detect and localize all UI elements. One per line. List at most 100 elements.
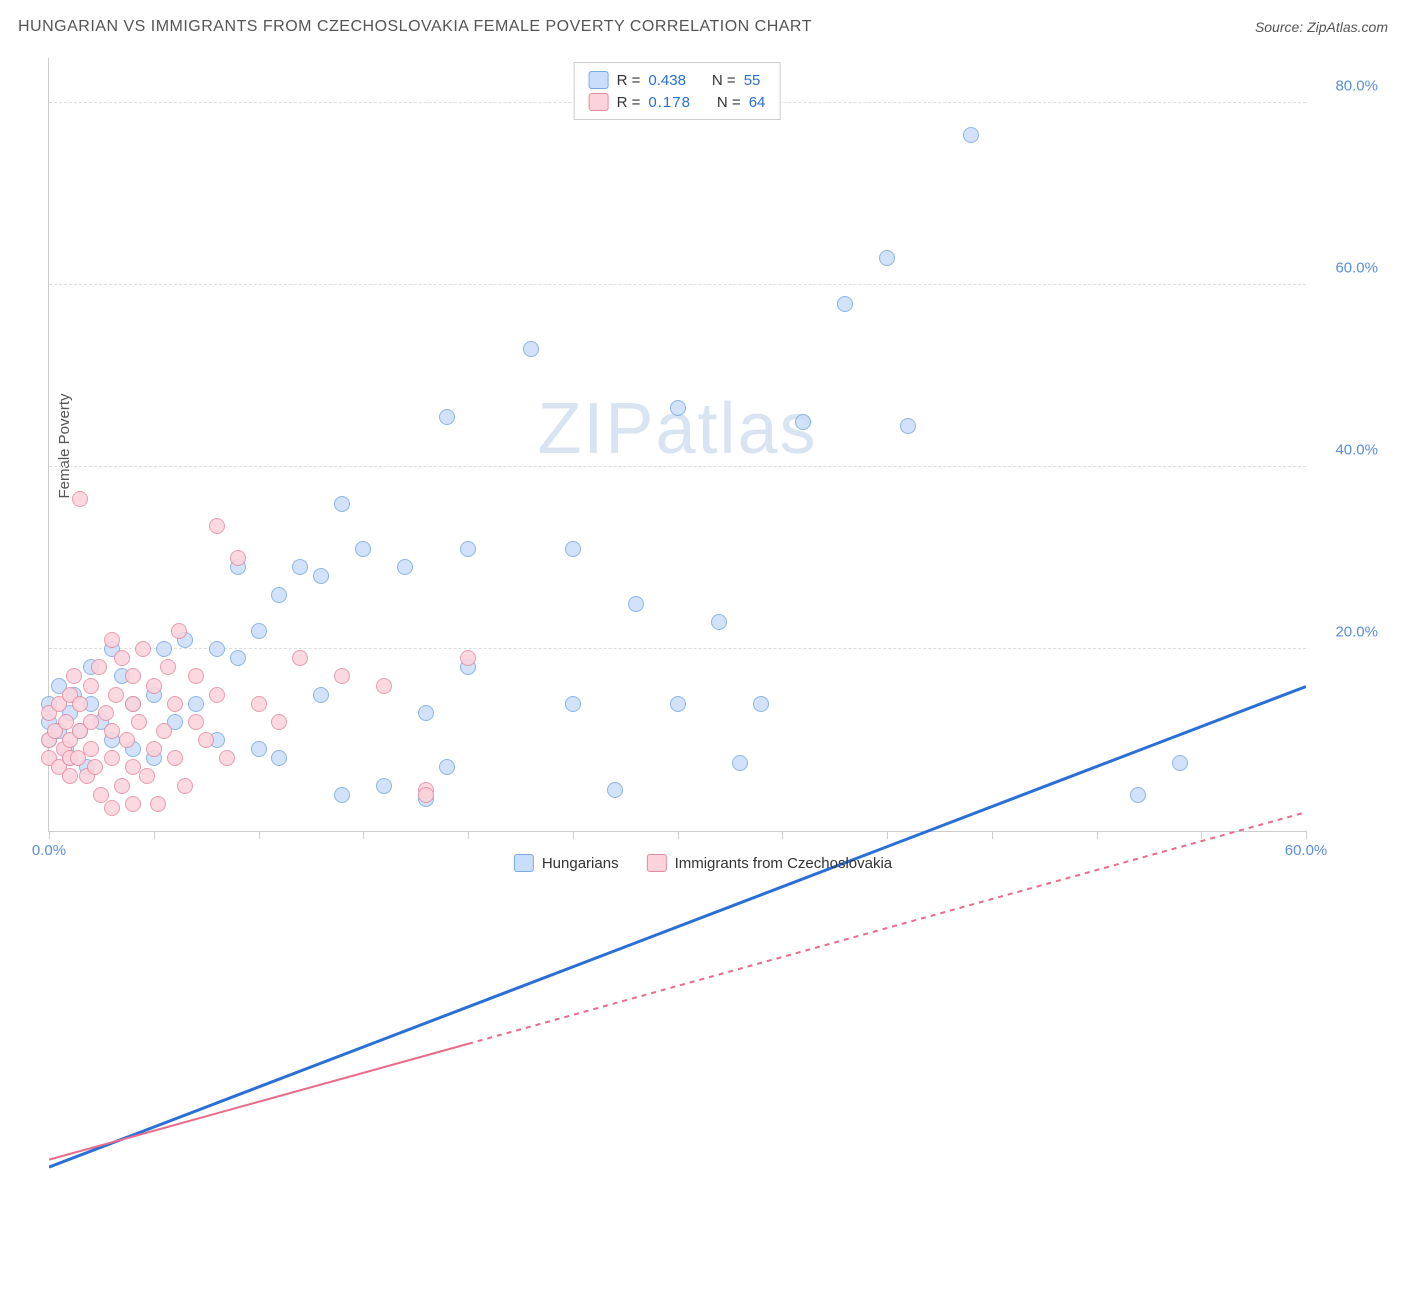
data-point-czech <box>83 741 99 757</box>
data-point-czech <box>188 668 204 684</box>
data-point-czech <box>198 732 214 748</box>
data-point-czech <box>104 750 120 766</box>
swatch-hungarians <box>589 71 609 89</box>
data-point-czech <box>58 714 74 730</box>
n-value-czech: 64 <box>749 94 766 111</box>
n-value-hungarians: 55 <box>744 72 761 89</box>
data-point-czech <box>114 650 130 666</box>
data-point-czech <box>87 759 103 775</box>
data-point-czech <box>104 723 120 739</box>
data-point-czech <box>119 732 135 748</box>
data-point-czech <box>146 741 162 757</box>
data-point-hungarians <box>334 496 350 512</box>
x-tick-label: 60.0% <box>1285 842 1328 859</box>
data-point-czech <box>62 768 78 784</box>
data-point-czech <box>114 778 130 794</box>
chart-title: HUNGARIAN VS IMMIGRANTS FROM CZECHOSLOVA… <box>18 18 812 36</box>
data-point-czech <box>376 678 392 694</box>
legend-row-hungarians: R = 0.438 N = 55 <box>589 69 766 91</box>
data-point-czech <box>93 787 109 803</box>
swatch-hungarians <box>514 854 534 872</box>
x-tick <box>1097 831 1098 839</box>
data-point-czech <box>91 659 107 675</box>
data-point-czech <box>146 678 162 694</box>
data-point-czech <box>418 787 434 803</box>
data-point-czech <box>139 768 155 784</box>
data-point-czech <box>108 687 124 703</box>
data-point-czech <box>219 750 235 766</box>
data-point-czech <box>104 632 120 648</box>
r-label: R = <box>617 94 641 111</box>
trend-lines <box>49 58 1306 1315</box>
data-point-hungarians <box>670 400 686 416</box>
data-point-hungarians <box>292 559 308 575</box>
legend-item-czech: Immigrants from Czechoslovakia <box>647 854 893 872</box>
data-point-czech <box>72 491 88 507</box>
chart-header: HUNGARIAN VS IMMIGRANTS FROM CZECHOSLOVA… <box>18 18 1388 36</box>
data-point-czech <box>292 650 308 666</box>
r-value-czech: 0.178 <box>648 94 691 111</box>
data-point-hungarians <box>670 696 686 712</box>
gridline <box>49 648 1306 649</box>
data-point-czech <box>150 796 166 812</box>
data-point-czech <box>460 650 476 666</box>
data-point-czech <box>167 696 183 712</box>
data-point-czech <box>251 696 267 712</box>
data-point-hungarians <box>355 541 371 557</box>
data-point-czech <box>271 714 287 730</box>
x-tick <box>1306 831 1307 839</box>
x-tick <box>678 831 679 839</box>
data-point-hungarians <box>251 623 267 639</box>
data-point-hungarians <box>230 650 246 666</box>
data-point-hungarians <box>795 414 811 430</box>
data-point-czech <box>125 668 141 684</box>
data-point-hungarians <box>711 614 727 630</box>
data-point-czech <box>156 723 172 739</box>
r-value-hungarians: 0.438 <box>648 72 686 89</box>
swatch-czech <box>647 854 667 872</box>
x-tick <box>992 831 993 839</box>
data-point-hungarians <box>565 541 581 557</box>
n-label: N = <box>717 94 741 111</box>
data-point-hungarians <box>376 778 392 794</box>
data-point-hungarians <box>628 596 644 612</box>
correlation-legend: R = 0.438 N = 55 R = 0.178 N = 64 <box>574 62 781 120</box>
data-point-hungarians <box>963 127 979 143</box>
data-point-hungarians <box>879 250 895 266</box>
x-tick <box>468 831 469 839</box>
data-point-czech <box>230 550 246 566</box>
legend-row-czech: R = 0.178 N = 64 <box>589 91 766 113</box>
n-label: N = <box>712 72 736 89</box>
data-point-hungarians <box>1172 755 1188 771</box>
data-point-hungarians <box>397 559 413 575</box>
gridline <box>49 466 1306 467</box>
data-point-hungarians <box>271 750 287 766</box>
x-tick <box>1201 831 1202 839</box>
y-tick-label: 20.0% <box>1335 624 1378 641</box>
legend-item-hungarians: Hungarians <box>514 854 619 872</box>
data-point-czech <box>160 659 176 675</box>
data-point-hungarians <box>313 568 329 584</box>
data-point-czech <box>104 800 120 816</box>
data-point-hungarians <box>460 541 476 557</box>
data-point-hungarians <box>732 755 748 771</box>
data-point-hungarians <box>209 641 225 657</box>
legend-label-czech: Immigrants from Czechoslovakia <box>675 855 893 872</box>
data-point-czech <box>98 705 114 721</box>
data-point-czech <box>188 714 204 730</box>
data-point-hungarians <box>334 787 350 803</box>
data-point-czech <box>83 714 99 730</box>
legend-label-hungarians: Hungarians <box>542 855 619 872</box>
source-attribution: Source: ZipAtlas.com <box>1255 19 1388 35</box>
x-tick <box>259 831 260 839</box>
data-point-czech <box>131 714 147 730</box>
y-tick-label: 40.0% <box>1335 442 1378 459</box>
data-point-hungarians <box>565 696 581 712</box>
data-point-czech <box>177 778 193 794</box>
data-point-czech <box>72 696 88 712</box>
data-point-hungarians <box>271 587 287 603</box>
data-point-hungarians <box>418 705 434 721</box>
data-point-czech <box>125 796 141 812</box>
data-point-czech <box>209 687 225 703</box>
x-tick <box>887 831 888 839</box>
